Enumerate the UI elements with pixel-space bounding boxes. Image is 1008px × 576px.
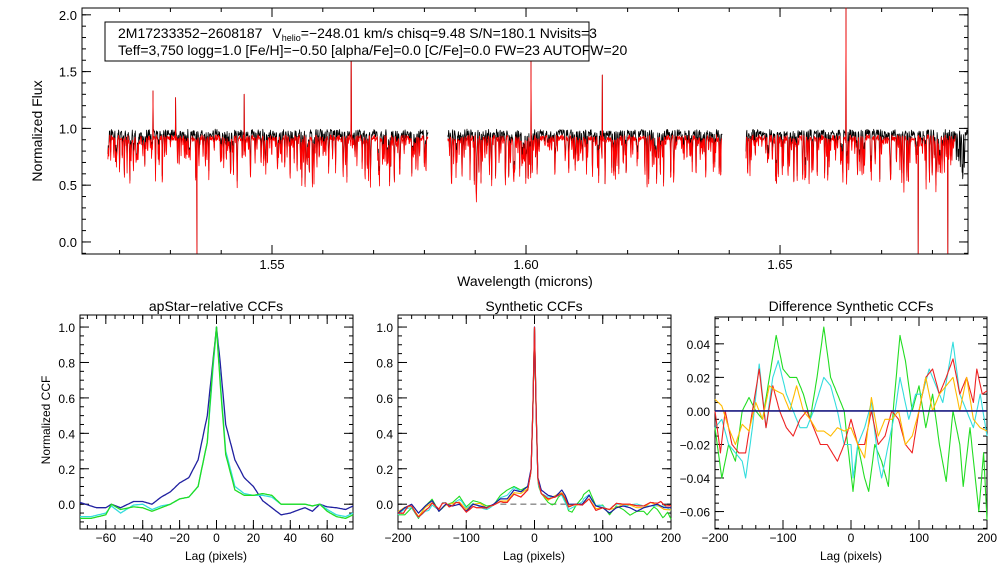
x-tick-label: 1.55 (259, 257, 284, 272)
annotation-line-2: Teff=3,750 logg=1.0 [Fe/H]=−0.50 [alpha/… (118, 42, 627, 58)
y-tick-label: 0.4 (376, 427, 393, 441)
plot-frame (714, 316, 988, 530)
spectrum-ylabel: Normalized Flux (29, 80, 45, 181)
y-tick-label: 1.0 (59, 121, 77, 136)
series-line-visit-1 (79, 326, 354, 516)
apstar-title: apStar−relative CCFs (149, 298, 283, 314)
series-line-red (714, 358, 988, 462)
y-tick-label: 1.0 (376, 321, 393, 335)
series-line-model-segment-3 (745, 7, 956, 254)
apstar-ccf-panel: −60 −40 −20 0 20 40 60 0.0 0.2 0.4 0.6 0.8 1.0 (58, 314, 354, 545)
spectrum-xlabel: Wavelength (microns) (457, 273, 593, 289)
synthetic-title: Synthetic CCFs (485, 298, 582, 314)
series-line-observed-segment-1 (107, 54, 429, 254)
x-tick-label: 1.60 (513, 257, 538, 272)
x-tick-label: 60 (320, 531, 334, 545)
y-tick-label: 0.04 (687, 338, 711, 352)
axes: −60 −40 −20 0 20 40 60 0.0 0.2 0.4 0.6 0.8 1.0 (58, 314, 354, 545)
y-tick-label: −0.04 (680, 472, 711, 486)
x-tick-label: 40 (284, 531, 298, 545)
y-tick-label: 1.0 (58, 321, 75, 335)
y-tick-label: 0.6 (58, 392, 75, 406)
y-tick-label: 2.0 (59, 8, 77, 23)
x-tick-label: 200 (977, 531, 997, 545)
plot-frame (79, 314, 354, 530)
y-tick-label: 0.02 (687, 371, 711, 385)
x-tick-label: −100 (769, 531, 796, 545)
spectrum-panel: 1.55 1.60 1.65 0.0 0.5 1.0 1.5 2.0 (59, 7, 969, 272)
series-line-observed-segment-2 (447, 59, 723, 195)
series-line-orange (714, 376, 988, 459)
x-tick-label: 100 (593, 531, 613, 545)
x-tick-label: 0 (531, 531, 538, 545)
x-tick-label: −200 (384, 531, 411, 545)
x-tick-label: −60 (96, 531, 117, 545)
y-tick-label: −0.02 (680, 438, 711, 452)
x-tick-label: −20 (169, 531, 190, 545)
y-tick-label: 0.8 (376, 356, 393, 370)
series-line-visit-2 (80, 326, 354, 518)
axes: −200 −100 0 100 200 0.0 0.2 0.4 0.6 0.8 1.0 (376, 314, 681, 545)
y-tick-label: −0.06 (680, 506, 711, 520)
x-tick-label: 20 (247, 531, 261, 545)
series-line-visit-3 (80, 326, 354, 520)
annotation-box: 2M17233352−2608187 Vhelio=−248.01 km/s ch… (104, 21, 627, 62)
y-tick-label: 0.0 (58, 498, 75, 512)
series-line-model-segment-1 (107, 54, 429, 254)
series-line-model-segment-2 (447, 59, 723, 203)
series-line-green (714, 326, 988, 520)
difference-xlabel: Lag (pixels) (820, 549, 882, 563)
x-tick-label: 1.65 (767, 257, 792, 272)
x-tick-label: −40 (133, 531, 154, 545)
series-line-synthetic-red-top (398, 326, 672, 518)
y-tick-label: 0.2 (376, 463, 393, 477)
x-tick-label: 200 (661, 531, 681, 545)
y-tick-label: 0.4 (58, 427, 75, 441)
y-tick-label: 0.5 (59, 178, 77, 193)
x-tick-label: −100 (453, 531, 480, 545)
x-tick-label: 0 (213, 531, 220, 545)
y-tick-label: 0.2 (58, 463, 75, 477)
series-line-synthetic-green (398, 328, 672, 520)
x-tick-label: −200 (701, 531, 728, 545)
y-tick-label: 0.6 (376, 392, 393, 406)
difference-title: Difference Synthetic CCFs (769, 298, 934, 314)
apstar-xlabel: Lag (pixels) (185, 549, 247, 563)
synthetic-ccf-panel: −200 −100 0 100 200 0.0 0.2 0.4 0.6 0.8 1.0 (376, 314, 681, 545)
y-tick-label: 0.8 (58, 356, 75, 370)
y-tick-label: 1.5 (59, 65, 77, 80)
x-tick-label: 100 (909, 531, 929, 545)
apstar-ylabel: Normalized CCF (39, 376, 53, 465)
series-line-observed-segment-3 (745, 7, 969, 254)
difference-ccf-panel: −200 −100 0 100 200 −0.06 −0.04 −0.02 0.00 0.02 0.… (680, 316, 997, 545)
y-tick-label: 0.0 (59, 235, 77, 250)
y-tick-label: 0.0 (376, 498, 393, 512)
annotation-line-1: 2M17233352−2608187 Vhelio=−248.01 km/s ch… (118, 25, 597, 43)
axes: −200 −100 0 100 200 −0.06 −0.04 −0.02 0.00 0.02 0.… (680, 316, 997, 545)
axes: 1.55 1.60 1.65 0.0 0.5 1.0 1.5 2.0 (59, 7, 969, 272)
y-tick-label: 0.00 (687, 405, 711, 419)
x-tick-label: 0 (848, 531, 855, 545)
synthetic-xlabel: Lag (pixels) (503, 549, 565, 563)
